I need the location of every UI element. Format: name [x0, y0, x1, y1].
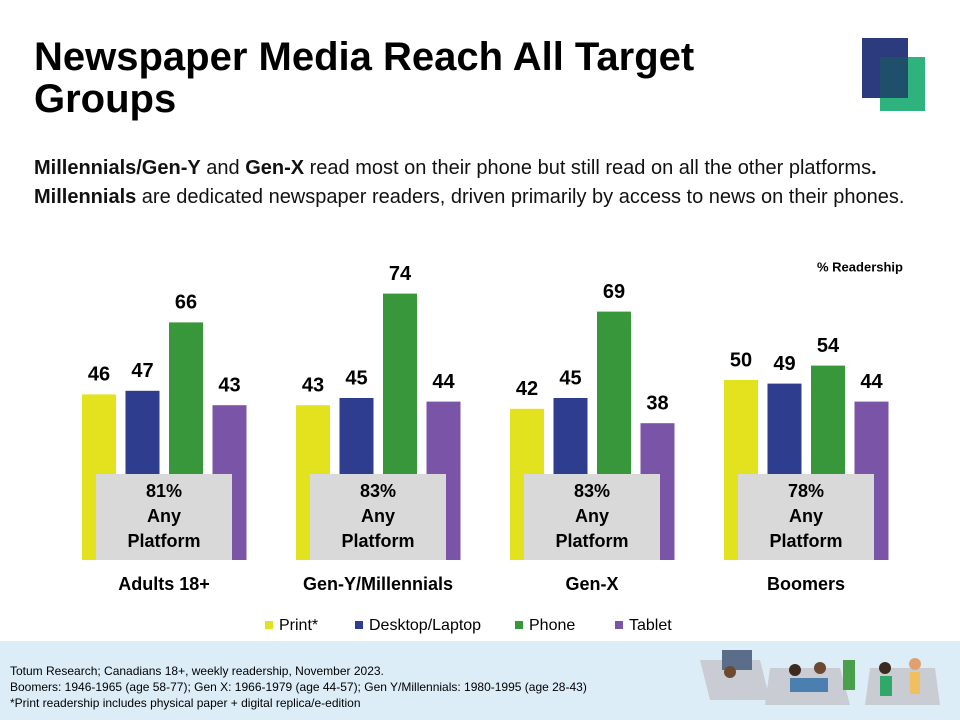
category-label: Gen-Y/Millennials [303, 574, 453, 594]
data-label: 46 [88, 364, 110, 386]
data-label: 47 [131, 360, 153, 382]
any-platform-label: Any Platform [341, 506, 415, 551]
any-platform-box: 81% Any Platform [96, 474, 232, 560]
data-label: 43 [302, 374, 324, 396]
any-platform-value: 83% [359, 481, 397, 501]
footnote: Totum Research; Canadians 18+, weekly re… [10, 664, 384, 678]
legend-label: Phone [529, 617, 575, 634]
subtitle-run: read most on their phone but still read … [304, 157, 872, 179]
any-platform-value: 78% [787, 481, 825, 501]
footnote: *Print readership includes physical pape… [10, 696, 361, 710]
illustration [700, 650, 940, 705]
title: Newspaper Media Reach All Target Groups [34, 35, 695, 121]
any-platform-box: 83% Any Platform [524, 474, 660, 560]
legend-swatch [515, 621, 523, 629]
legend-swatch [355, 621, 363, 629]
data-label: 42 [516, 378, 538, 400]
category-label: Boomers [767, 574, 845, 594]
data-label: 38 [646, 392, 668, 414]
category-label: Gen-X [565, 574, 618, 594]
data-label: 45 [559, 367, 581, 389]
subtitle: Millennials/Gen-Y and Gen-X read most on… [34, 154, 924, 212]
any-platform-box: 78% Any Platform [738, 474, 874, 560]
subtitle-run: Gen-X [245, 157, 305, 179]
data-label: 49 [773, 353, 795, 375]
data-label: 43 [218, 374, 240, 396]
data-label: 69 [603, 281, 625, 303]
unit-note: % Readership [817, 259, 903, 274]
any-platform-label: Any Platform [555, 506, 629, 551]
any-platform-box: 83% Any Platform [310, 474, 446, 560]
subtitle-run: Millennials/Gen-Y [34, 157, 201, 179]
data-label: 50 [730, 349, 752, 371]
subtitle-run: are dedicated newspaper readers, driven … [136, 186, 905, 208]
data-label: 45 [345, 367, 367, 389]
logo [862, 38, 925, 111]
legend-label: Tablet [629, 617, 672, 634]
data-label: 44 [860, 371, 883, 393]
legend-label: Desktop/Laptop [369, 617, 481, 634]
data-label: 66 [175, 292, 197, 314]
data-label: 74 [389, 263, 412, 285]
category-label: Adults 18+ [118, 574, 210, 594]
any-platform-label: Any Platform [769, 506, 843, 551]
data-label: 44 [432, 371, 455, 393]
legend-swatch [615, 621, 623, 629]
any-platform-value: 81% [145, 481, 183, 501]
legend-label: Print* [279, 617, 318, 634]
subtitle-run: . Millennials [34, 157, 877, 208]
footnote: Boomers: 1946-1965 (age 58-77); Gen X: 1… [10, 680, 587, 694]
any-platform-label: Any Platform [127, 506, 201, 551]
subtitle-run: and [200, 157, 246, 179]
any-platform-value: 83% [573, 481, 611, 501]
data-label: 54 [817, 335, 840, 357]
legend-swatch [265, 621, 273, 629]
